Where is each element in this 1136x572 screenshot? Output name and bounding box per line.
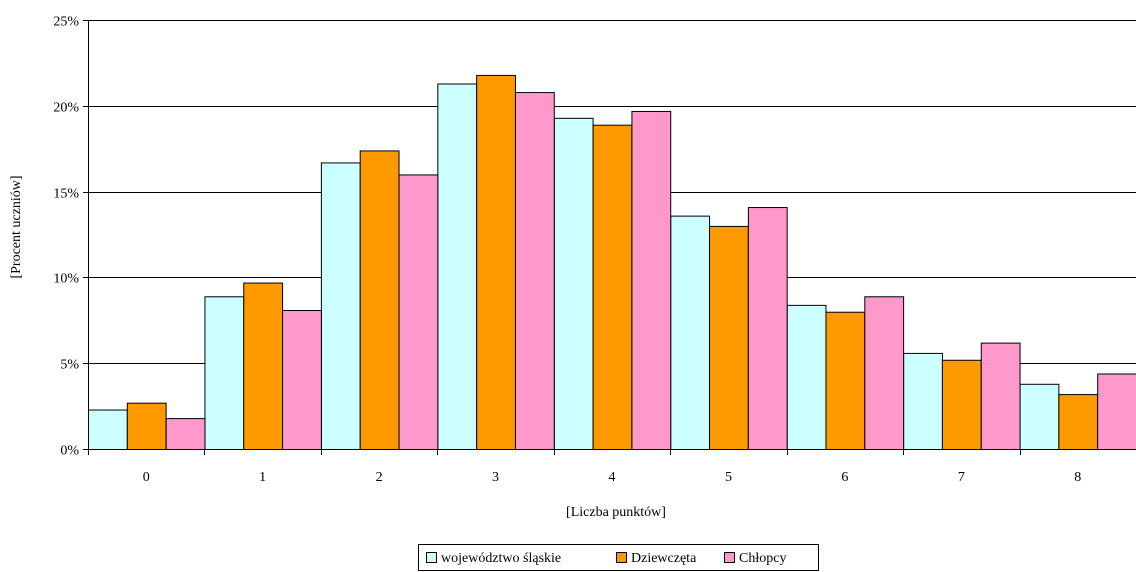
bar-7-series-2 bbox=[980, 342, 1021, 450]
bar-4-series-2 bbox=[631, 110, 672, 450]
bar-8-series-0 bbox=[1019, 383, 1060, 450]
bar-6-series-0 bbox=[786, 304, 827, 450]
axes bbox=[83, 20, 1136, 455]
bar-0-series-2 bbox=[165, 418, 206, 450]
y-tick-label: 15% bbox=[53, 187, 79, 202]
legend-label: województwo śląskie bbox=[441, 551, 561, 566]
x-tick-label: 1 bbox=[259, 470, 266, 485]
bar-2-series-1 bbox=[359, 150, 400, 451]
bar-3-series-0 bbox=[437, 83, 478, 450]
bar-4-series-0 bbox=[553, 117, 594, 450]
y-tick-labels: 0% 5% 10% 15% 20% 25% bbox=[53, 15, 79, 459]
y-tick-label: 5% bbox=[60, 358, 79, 373]
legend-swatch bbox=[724, 552, 735, 563]
bar-5-series-1 bbox=[709, 225, 749, 450]
legend-swatch bbox=[426, 552, 437, 563]
legend: województwo śląskie Dziewczęta Chłopcy bbox=[418, 544, 819, 571]
bar-5-series-2 bbox=[747, 207, 788, 450]
bar-0-series-1 bbox=[126, 402, 167, 450]
x-tick-label: 3 bbox=[492, 470, 499, 485]
x-tick-label: 8 bbox=[1074, 470, 1081, 485]
bar-0-series-0 bbox=[88, 409, 128, 451]
bar-1-series-2 bbox=[282, 310, 322, 450]
bar-2-series-0 bbox=[320, 162, 361, 450]
bars bbox=[88, 74, 1136, 451]
bar-1-series-1 bbox=[243, 282, 284, 450]
x-tick-labels: 0 1 2 3 4 5 6 7 8 bbox=[143, 470, 1082, 485]
bar-6-series-1 bbox=[825, 311, 866, 450]
y-tick-label: 10% bbox=[53, 272, 79, 287]
y-tick-label: 20% bbox=[53, 101, 79, 116]
x-tick-label: 6 bbox=[841, 470, 848, 485]
y-tick-label: 0% bbox=[60, 444, 79, 459]
bar-8-series-1 bbox=[1058, 394, 1099, 451]
legend-label: Chłopcy bbox=[739, 551, 786, 566]
bar-7-series-1 bbox=[941, 359, 982, 451]
legend-label: Dziewczęta bbox=[631, 551, 697, 566]
x-tick-label: 5 bbox=[725, 470, 732, 485]
x-tick-label: 4 bbox=[609, 470, 616, 485]
x-tick-label: 0 bbox=[143, 470, 150, 485]
bar-3-series-1 bbox=[476, 74, 516, 451]
x-axis-label: [Liczba punktów] bbox=[566, 505, 666, 520]
x-tick-label: 7 bbox=[958, 470, 965, 485]
bar-8-series-2 bbox=[1097, 373, 1136, 450]
bar-4-series-1 bbox=[592, 124, 633, 451]
bar-3-series-2 bbox=[514, 92, 555, 451]
bar-7-series-0 bbox=[903, 352, 943, 450]
bar-6-series-2 bbox=[864, 296, 905, 450]
x-tick-label: 2 bbox=[376, 470, 383, 485]
y-axis-label: [Procent uczniów] bbox=[9, 175, 24, 278]
y-tick-label: 25% bbox=[53, 15, 79, 30]
bar-1-series-0 bbox=[204, 296, 245, 450]
bar-2-series-2 bbox=[398, 174, 439, 450]
legend-swatch bbox=[616, 552, 627, 563]
bar-5-series-0 bbox=[670, 215, 711, 450]
